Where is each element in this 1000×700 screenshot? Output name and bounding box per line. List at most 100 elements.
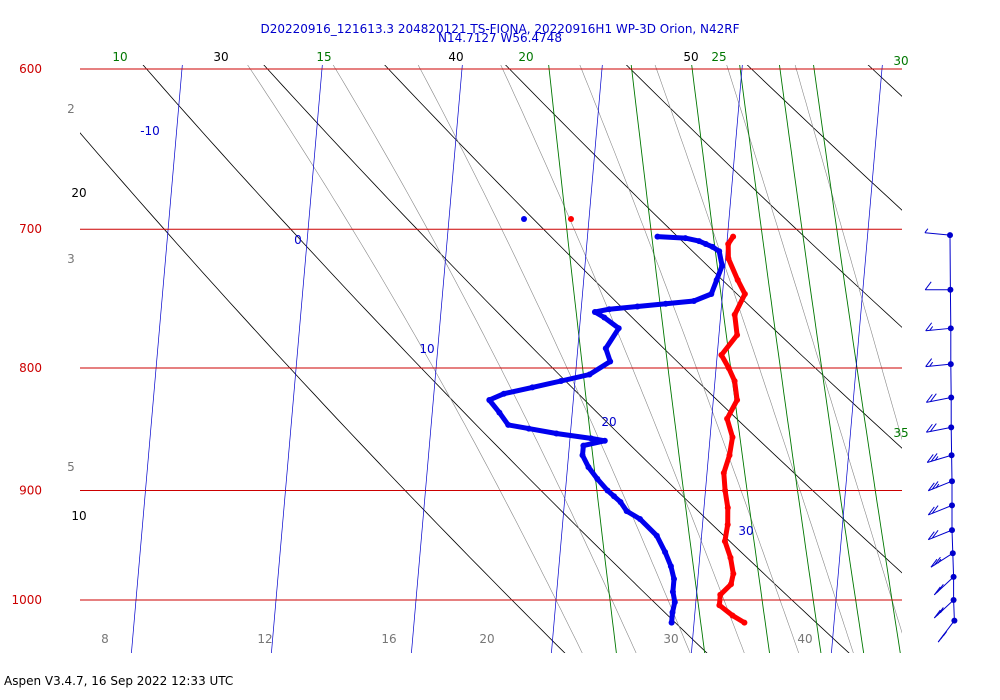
temperature-point [729,434,736,441]
chart-subtitle: N14.7127 W56.4748 [438,31,562,45]
temperature-point [730,570,737,577]
dry-adiabat-line [80,132,566,653]
temperature-point [568,216,574,222]
temperature-point [728,581,734,588]
pressure-tick-label: 900 [19,483,42,497]
mixing-ratio-line [630,65,706,653]
isotherm-line [967,0,1000,699]
temperature-point [731,311,738,318]
pressure-tick-label: 600 [19,62,42,76]
dewpoint-point [617,499,624,505]
dewpoint-point [662,549,669,556]
dewpoint-point [713,277,720,283]
isobar-lines [80,68,902,601]
dewpoint-point [637,516,643,522]
dewpoint-point [553,430,560,437]
wind-barb [937,620,955,643]
temperature-point [734,397,741,403]
moist-adiabat-line [654,65,854,653]
temperature-point [726,452,733,459]
temperature-point [731,378,738,384]
dewpoint-point [671,599,678,606]
isotherm-label: 20 [601,415,616,429]
dewpoint-point [669,609,676,616]
moist-adiabat-label: 20 [479,632,494,646]
wind-barb [926,453,952,463]
dewpoint-point [496,409,503,416]
temperature-point [725,365,732,371]
moist-adiabat-label: 5 [67,460,75,474]
wind-barb [925,423,952,433]
moist-adiabat-line [726,65,902,634]
isotherm-label: 10 [419,342,434,356]
dewpoint-point [719,262,726,269]
dewpoint-point [634,303,641,310]
isotherm-label: -10 [140,124,160,138]
dry-adiabat-line [625,65,902,328]
mixing-ratio-line [813,65,901,653]
dewpoint-point [654,233,661,240]
temperature-point [730,233,737,240]
dewpoint-point [586,371,593,378]
pressure-tick-label: 1000 [11,593,42,607]
isotherm-line [271,65,323,653]
dry-adiabat-label: 30 [213,50,228,64]
dewpoint-point [668,619,675,626]
dewpoint-point [529,384,536,391]
moist-adiabat-label: 8 [101,632,109,646]
temperature-point [718,352,725,358]
dewpoint-point [662,300,669,307]
dry-adiabat-line [746,65,902,211]
dewpoint-point [525,425,532,432]
mixing-ratio-line [739,65,822,653]
dry-adiabat-line [384,65,902,574]
isotherm-line [691,65,743,653]
temperature-point [725,255,732,262]
dewpoint-point [606,306,613,313]
mixing-ratio-label: 35 [893,426,908,440]
pressure-tick-label: 700 [19,222,42,236]
dewpoint-point [607,358,614,365]
temperature-point [724,415,731,422]
temperature-point [725,241,732,247]
isotherm-line [131,65,183,653]
temperature-point [720,470,727,476]
moist-adiabat-line [794,65,902,441]
dewpoint-point [671,576,677,582]
moist-adiabat-line [417,65,691,653]
dewpoint-point [623,508,630,515]
temperature-point [741,291,748,297]
dewpoint-point [594,475,601,482]
wind-barb [925,322,951,332]
temperature-point [734,332,741,338]
temperature-point [734,277,741,283]
footer-version-timestamp: Aspen V3.4.7, 16 Sep 2022 12:33 UTC [4,674,234,688]
wind-barb [933,576,954,596]
moist-adiabat-line [247,65,583,653]
dewpoint-point [500,390,507,397]
dewpoint-point [716,248,723,255]
dewpoint-point [601,314,608,321]
mixing-ratio-label: 30 [893,54,908,68]
dewpoint-point [558,378,564,384]
sounding-traces [486,216,748,626]
wind-profile-line [949,235,955,621]
dry-adiabat-line [505,65,902,449]
dewpoint-point [682,235,689,242]
temperature-line [716,234,748,626]
dewpoint-point [505,421,512,428]
wind-barb [924,228,951,236]
temperature-point [727,554,734,561]
moist-adiabat-label: 16 [381,632,396,646]
isotherm-label: 0 [294,233,302,247]
wind-barb [924,281,951,291]
dry-adiabat-label: 10 [71,509,86,523]
temperature-point [724,504,731,511]
dewpoint-point [702,241,709,247]
temperature-point [724,521,731,528]
temperature-point [741,619,748,626]
moist-adiabat-label: 12 [257,632,272,646]
